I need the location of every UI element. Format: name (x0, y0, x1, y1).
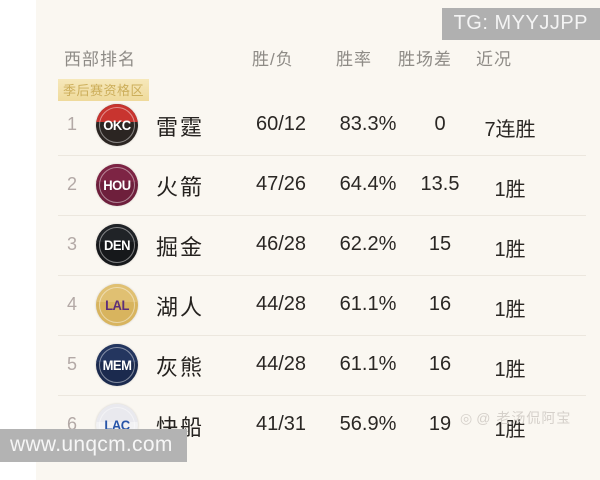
row-divider (58, 275, 586, 276)
column-header-games-behind: 胜场差 (398, 50, 452, 69)
cell-win-loss: 60/12 (255, 113, 307, 135)
logo-ring (99, 107, 135, 143)
playoff-zone-badge: 季后赛资格区 (58, 79, 150, 101)
weibo-watermark-text: @ 老汤侃阿宝 (476, 410, 572, 426)
row-rank: 1 (66, 114, 77, 134)
row-divider (58, 335, 586, 336)
cell-streak: 1胜 (494, 299, 526, 321)
standings-panel: 西部排名 胜/负 胜率 胜场差 近况 季后赛资格区 1 OKC 雷霆 60/12… (36, 0, 600, 480)
team-abbr: DEN (104, 237, 130, 253)
cell-win-pct: 64.4% (339, 173, 397, 195)
logo-ring (99, 287, 135, 323)
row-rank: 3 (66, 234, 77, 254)
team-name: 雷霆 (156, 115, 205, 140)
row-divider (58, 215, 586, 216)
row-rank: 5 (66, 354, 77, 374)
cell-win-loss: 44/28 (255, 293, 307, 315)
cell-games-behind: 15 (428, 233, 452, 255)
column-header-win-pct: 胜率 (336, 50, 372, 69)
cell-win-pct: 56.9% (339, 413, 397, 435)
table-row[interactable]: 5 MEM 灰熊 44/28 61.1% 16 1胜 (36, 336, 600, 396)
cell-streak: 7连胜 (484, 119, 536, 141)
cell-win-loss: 46/28 (255, 233, 307, 255)
cell-games-behind: 0 (434, 113, 446, 135)
cell-win-pct: 62.2% (339, 233, 397, 255)
telegram-watermark: TG: MYYJJPP (441, 8, 600, 40)
cell-games-behind: 13.5 (420, 173, 460, 195)
cell-win-loss: 47/26 (255, 173, 307, 195)
team-logo-den: DEN (96, 224, 138, 266)
table-row[interactable]: 3 DEN 掘金 46/28 62.2% 15 1胜 (36, 216, 600, 276)
cell-streak: 1胜 (494, 239, 526, 261)
table-row[interactable]: 4 LAL 湖人 44/28 61.1% 16 1胜 (36, 276, 600, 336)
team-logo-mem: MEM (96, 344, 138, 386)
cell-games-behind: 16 (428, 293, 452, 315)
table-row[interactable]: 2 HOU 火箭 47/26 64.4% 13.5 1胜 (36, 156, 600, 216)
team-abbr: OKC (103, 117, 131, 133)
cell-streak: 1胜 (494, 419, 526, 441)
team-logo-lal: LAL (96, 284, 138, 326)
cell-win-pct: 61.1% (339, 293, 397, 315)
team-abbr: HOU (103, 177, 131, 193)
logo-ring (99, 167, 135, 203)
logo-ring (99, 347, 135, 383)
column-header-win-loss: 胜/负 (252, 50, 294, 69)
row-divider (58, 155, 586, 156)
column-header-rank: 西部排名 (64, 50, 136, 69)
team-name: 火箭 (156, 175, 205, 200)
table-header: 西部排名 胜/负 胜率 胜场差 近况 (36, 45, 600, 75)
cell-games-behind: 16 (428, 353, 452, 375)
team-name: 湖人 (156, 295, 205, 320)
cell-games-behind: 19 (428, 413, 452, 435)
team-abbr: LAC (104, 417, 130, 433)
column-header-streak: 近况 (476, 50, 512, 69)
cell-win-loss: 41/31 (255, 413, 307, 435)
row-rank: 6 (66, 414, 77, 434)
cell-win-pct: 83.3% (339, 113, 397, 135)
team-abbr: LAL (105, 297, 129, 313)
row-divider (58, 395, 586, 396)
team-logo-hou: HOU (96, 164, 138, 206)
cell-streak: 1胜 (494, 179, 526, 201)
cell-streak: 1胜 (494, 359, 526, 381)
team-logo-okc: OKC (96, 104, 138, 146)
site-watermark: www.unqcm.com (0, 429, 187, 462)
team-name: 灰熊 (156, 355, 205, 380)
cell-win-loss: 44/28 (255, 353, 307, 375)
cell-win-pct: 61.1% (339, 353, 397, 375)
table-row[interactable]: 1 OKC 雷霆 60/12 83.3% 0 7连胜 (36, 96, 600, 156)
weibo-icon: ◎ (460, 410, 474, 426)
logo-ring (99, 227, 135, 263)
row-rank: 4 (66, 294, 77, 314)
team-abbr: MEM (102, 357, 132, 373)
weibo-watermark: ◎ @ 老汤侃阿宝 (460, 408, 571, 428)
team-name: 掘金 (156, 235, 205, 260)
row-rank: 2 (66, 174, 77, 194)
